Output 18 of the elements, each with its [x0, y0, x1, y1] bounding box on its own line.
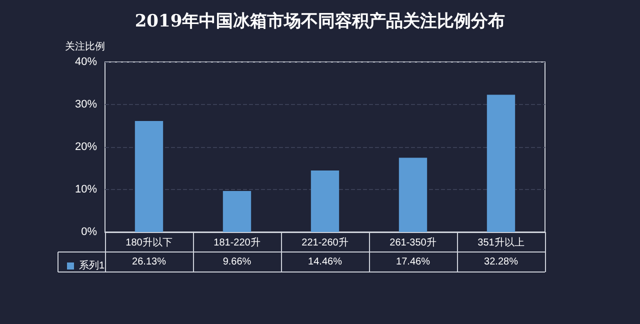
data-label: 14.46%: [308, 256, 342, 268]
y-tick-label: 0%: [81, 226, 98, 238]
x-tick-label: 221-260升: [302, 236, 348, 248]
data-label: 26.13%: [132, 256, 166, 268]
data-label: 17.46%: [396, 256, 430, 268]
y-tick-label: 40%: [74, 56, 98, 68]
x-tick-label: 261-350升: [390, 236, 436, 248]
data-label: 9.66%: [222, 256, 252, 268]
x-tick-label: 351升以上: [478, 236, 524, 248]
y-axis-title: 关注比例: [65, 40, 105, 52]
data-label: 32.28%: [484, 256, 518, 268]
x-tick-label: 180升以下: [126, 236, 172, 248]
chart-title: 2019年中国冰箱市场不同容积产品关注比例分布: [134, 12, 506, 32]
legend-label: 系列1: [79, 260, 105, 272]
x-tick-label: 181-220升: [214, 236, 260, 248]
y-tick-label: 20%: [74, 141, 98, 153]
y-tick-label: 10%: [74, 184, 98, 196]
y-tick-label: 30%: [74, 98, 98, 110]
